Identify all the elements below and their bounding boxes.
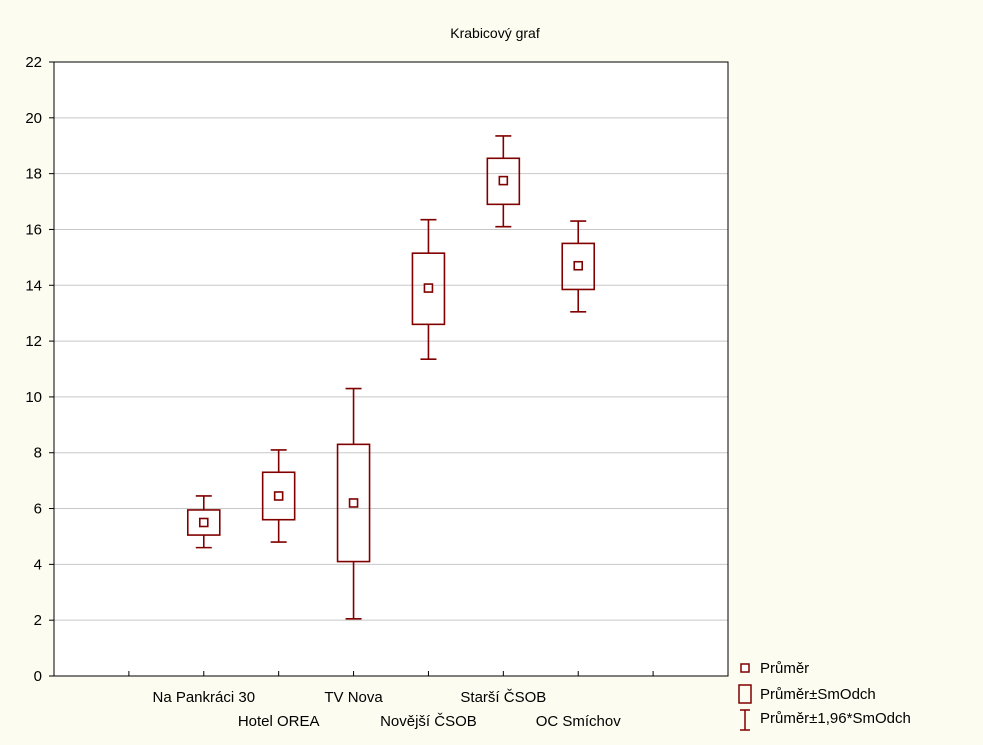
- mean-marker: [573, 260, 584, 271]
- y-axis: 0 2 4 6 8 10 12 14 16 18 20 22: [25, 54, 54, 685]
- y-tick-label: 14: [25, 277, 42, 294]
- y-tick-label: 20: [25, 110, 42, 127]
- y-tick-label: 12: [25, 333, 42, 350]
- legend-label: Průměr: [760, 660, 809, 677]
- mean-marker: [423, 283, 434, 293]
- x-category-label: OC Smíchov: [536, 713, 622, 730]
- box-item: [411, 218, 446, 361]
- x-category-label: TV Nova: [324, 689, 383, 706]
- x-category-label: Starší ČSOB: [460, 689, 546, 706]
- box-item: [261, 449, 296, 543]
- x-category-label: Novější ČSOB: [380, 713, 477, 730]
- plot-area: [54, 62, 728, 676]
- box: [486, 157, 521, 206]
- x-category-label: Hotel OREA: [238, 713, 320, 730]
- box-item: [186, 495, 221, 549]
- legend: Průměr Průměr±SmOdch Průměr±1,96*SmOdch: [738, 660, 911, 731]
- mean-marker: [198, 517, 209, 528]
- legend-mean-symbol: [740, 663, 750, 673]
- box: [186, 509, 221, 536]
- legend-label: Průměr±SmOdch: [760, 686, 876, 703]
- legend-label: Průměr±1,96*SmOdch: [760, 710, 911, 727]
- y-tick-label: 4: [34, 556, 42, 573]
- y-tick-label: 16: [25, 221, 42, 238]
- grid-lines: [54, 117, 728, 621]
- plot-frame: [53, 61, 729, 677]
- mean-marker: [348, 498, 359, 508]
- chart-title: Krabicový graf: [450, 25, 540, 41]
- y-tick-label: 6: [34, 501, 42, 518]
- box-item: [486, 135, 521, 228]
- box-series: [186, 135, 596, 620]
- box: [411, 252, 446, 326]
- box: [261, 471, 296, 521]
- y-tick-label: 8: [34, 445, 42, 462]
- box: [336, 443, 371, 563]
- legend-box-symbol: [738, 684, 752, 704]
- y-tick-label: 2: [34, 612, 42, 629]
- box-item: [561, 220, 596, 313]
- y-tick-label: 22: [25, 54, 42, 71]
- mean-marker: [273, 491, 284, 501]
- box: [561, 242, 596, 291]
- y-tick-label: 10: [25, 389, 42, 406]
- mean-marker: [498, 175, 509, 186]
- y-tick-label: 18: [25, 166, 42, 183]
- box-item: [336, 387, 371, 620]
- y-tick-label: 0: [34, 668, 42, 685]
- x-category-label: Na Pankráci 30: [152, 689, 255, 706]
